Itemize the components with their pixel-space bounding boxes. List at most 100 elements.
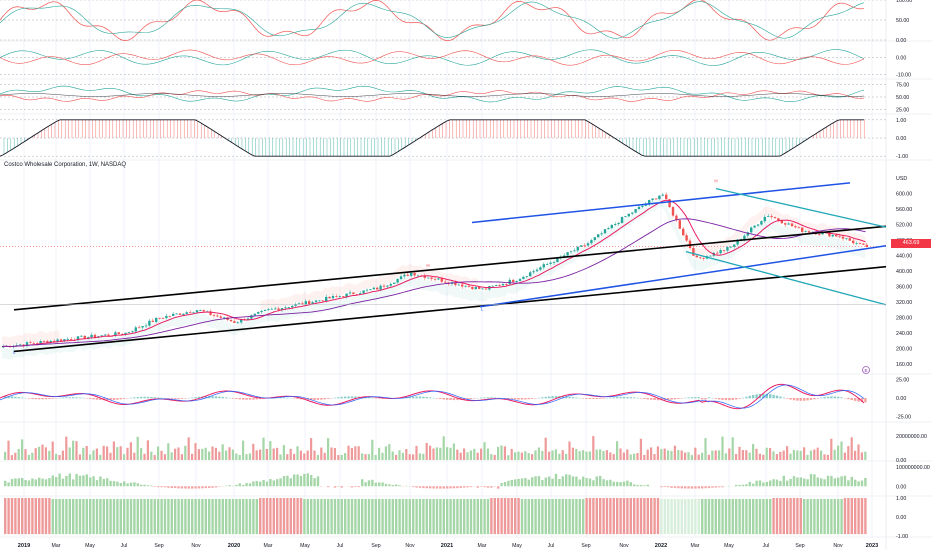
- signal-bar: [514, 498, 517, 535]
- macd-histogram-bar: [599, 398, 602, 399]
- signal-bar: [646, 498, 649, 535]
- signal-bar: [306, 498, 309, 535]
- macd-histogram-bar: [799, 398, 802, 401]
- macd-histogram-bar: [61, 397, 65, 399]
- candle-body: [444, 281, 447, 283]
- macd-histogram-bar: [860, 398, 864, 403]
- histogram-bar: [833, 478, 836, 487]
- signal-bar: [201, 498, 204, 535]
- signal-bar: [837, 498, 840, 535]
- macd-histogram-bar: [809, 398, 813, 400]
- candle-body: [518, 279, 522, 281]
- candle-body: [617, 222, 620, 225]
- signal-bar: [704, 498, 707, 535]
- macd-histogram-bar: [378, 398, 381, 399]
- volume-bar: [201, 448, 204, 460]
- macd-histogram-bar: [728, 398, 731, 401]
- signal-bar: [119, 498, 122, 535]
- volume-bar: [446, 447, 449, 460]
- macd-histogram-bar: [854, 398, 857, 401]
- histogram-bar: [531, 477, 534, 487]
- candle-body: [165, 315, 168, 319]
- macd-histogram-bar: [327, 398, 330, 399]
- volume-bar: [109, 452, 112, 460]
- volume-bar: [225, 450, 228, 460]
- price-cloud-red: [260, 263, 478, 310]
- y-tick-label: 20000000.00: [896, 434, 927, 440]
- x-tick-label: Jul: [548, 543, 555, 549]
- volume-bar: [41, 444, 44, 460]
- histogram-bar: [711, 486, 714, 488]
- candle-body: [182, 313, 185, 315]
- signal-bar: [408, 498, 411, 535]
- candle-body: [399, 276, 403, 280]
- candle-body: [59, 339, 63, 342]
- volume-bar: [476, 452, 479, 460]
- macd-histogram-bar: [769, 394, 772, 399]
- candle-body: [104, 334, 107, 336]
- volume-bar: [231, 449, 234, 460]
- signal-bar: [466, 498, 469, 535]
- signal-bar: [310, 498, 313, 535]
- x-tick-label: Jul: [763, 543, 770, 549]
- volume-bar: [735, 454, 738, 460]
- volume-bar: [133, 452, 136, 460]
- macd-histogram-bar: [140, 396, 143, 399]
- candle-body: [797, 227, 800, 229]
- candle-body: [607, 228, 610, 230]
- volume-bar: [799, 450, 802, 460]
- volume-bar: [323, 452, 326, 460]
- x-tick-label: Sep: [154, 543, 163, 549]
- histogram-bar: [78, 475, 82, 487]
- macd-histogram-bar: [119, 398, 122, 400]
- volume-bar: [690, 455, 693, 460]
- histogram-bar: [752, 483, 755, 487]
- signal-bar: [490, 498, 493, 535]
- volume-bar: [435, 447, 438, 460]
- candle-body: [624, 216, 627, 218]
- histogram-bar: [112, 481, 116, 487]
- channel-upper-blue: [471, 182, 851, 224]
- macd-histogram-bar: [677, 398, 680, 399]
- candle-body: [627, 213, 630, 217]
- candle-body: [124, 332, 127, 335]
- histogram-bar: [27, 480, 31, 487]
- signal-bar: [663, 498, 666, 535]
- candle-body: [508, 279, 511, 285]
- signal-bar: [687, 498, 690, 535]
- histogram-bar: [830, 475, 833, 487]
- candle-body: [42, 341, 46, 342]
- histogram-bar: [10, 479, 14, 487]
- macd-histogram-bar: [612, 397, 615, 399]
- chart-axes: 600.00560.00520.00480.00440.00400.00360.…: [13, 0, 930, 549]
- candle-body: [138, 327, 141, 329]
- volume-bar: [68, 447, 71, 460]
- candle-body: [260, 310, 263, 313]
- y-tick-label: 0.00: [896, 458, 906, 464]
- volume-bar: [310, 438, 313, 460]
- volume-bar: [697, 454, 700, 460]
- macd-histogram-bar: [238, 398, 241, 400]
- macd-histogram-bar: [456, 398, 459, 401]
- histogram-bar: [204, 486, 207, 489]
- candle-body: [263, 309, 267, 311]
- candle-body: [141, 326, 144, 328]
- signal-bar: [721, 498, 724, 535]
- candle-body: [651, 198, 654, 201]
- macd-histogram-bar: [490, 397, 493, 399]
- macd-histogram-bar: [514, 398, 517, 400]
- volume-bar: [218, 451, 221, 460]
- volume-bar: [150, 451, 153, 460]
- histogram-bar: [150, 485, 153, 487]
- candle-body: [763, 216, 766, 222]
- volume-bar: [463, 448, 466, 460]
- histogram-bar: [367, 480, 371, 487]
- signal-bar: [208, 498, 211, 535]
- macd-histogram-bar: [670, 398, 673, 400]
- histogram-bar: [592, 480, 595, 487]
- candle-body: [454, 282, 457, 286]
- macd-histogram-bar: [136, 397, 139, 399]
- macd-histogram-bar: [480, 397, 483, 399]
- macd-histogram-bar: [721, 398, 724, 400]
